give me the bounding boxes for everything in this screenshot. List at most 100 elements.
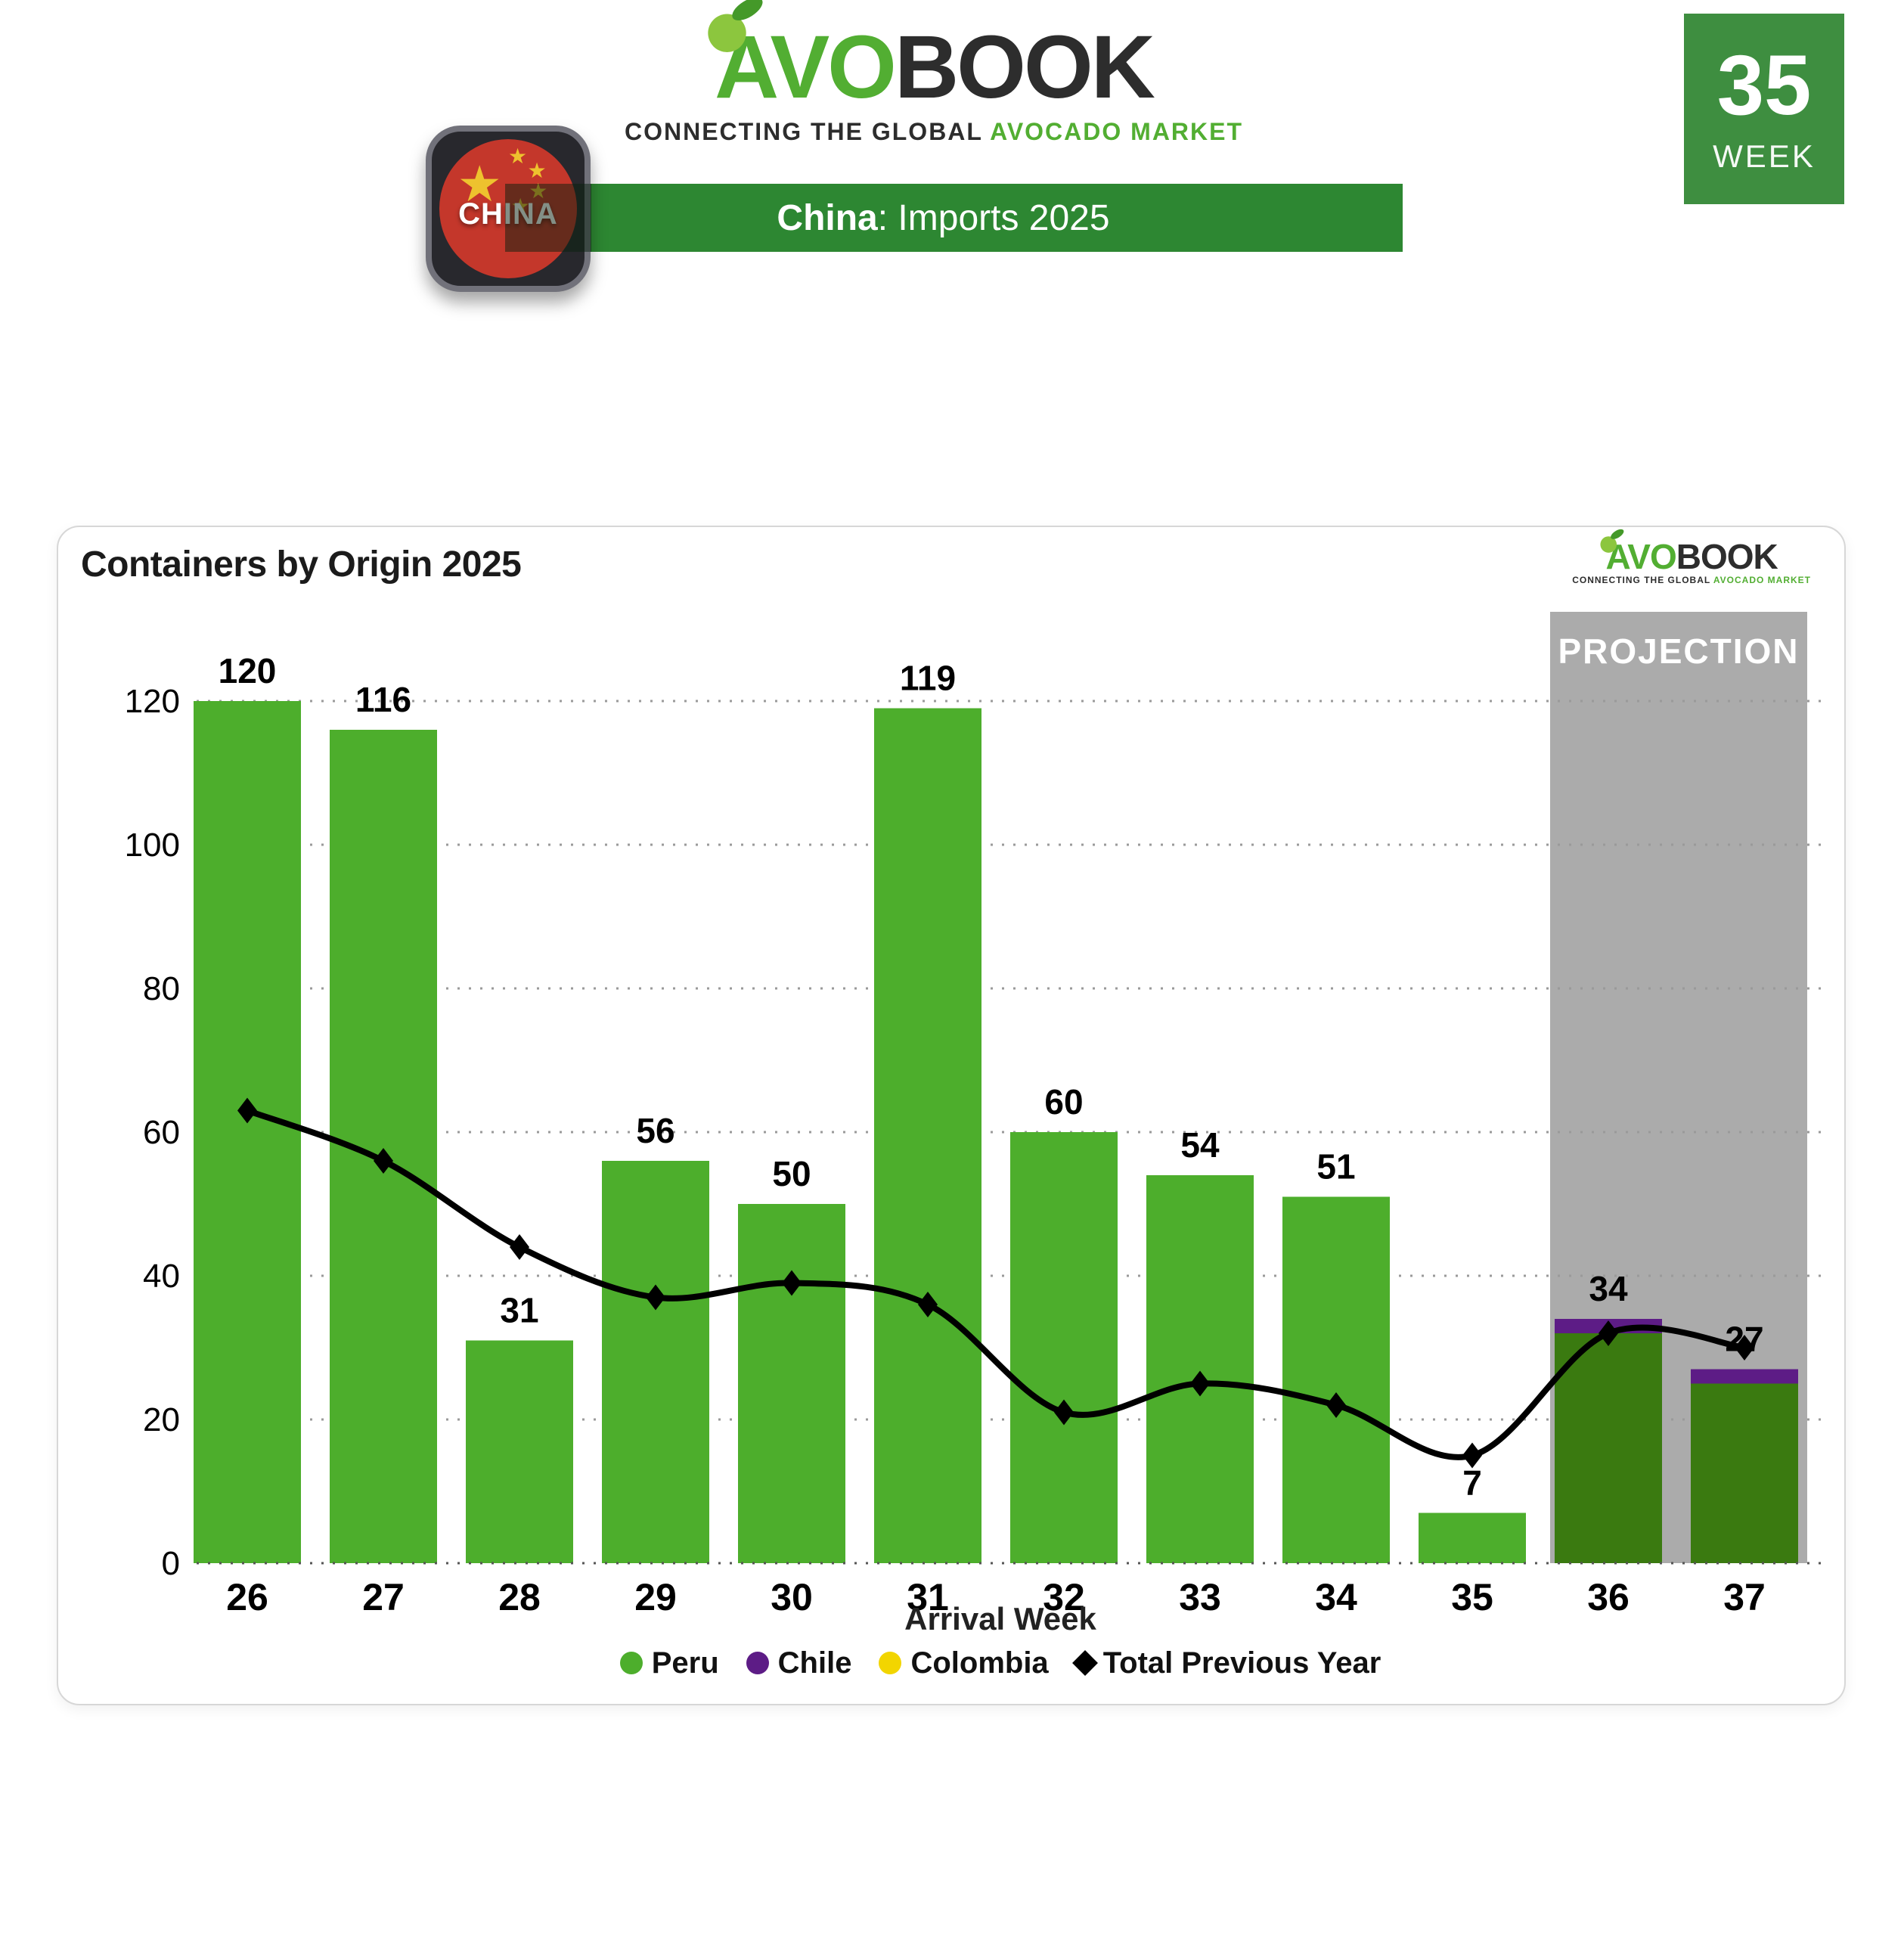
bar-value-label: 51 (1316, 1147, 1355, 1187)
legend-item-peru: Peru (619, 1646, 719, 1680)
y-tick-label: 120 (125, 683, 180, 720)
banner-country: China (777, 197, 878, 238)
avobook-logo: AVOBOOK CONNECTING THE GLOBAL AVOCADO MA… (625, 0, 1243, 146)
projection-label: PROJECTION (1558, 631, 1799, 671)
legend-label: Peru (651, 1646, 719, 1680)
logo-wordmark: AVOBOOK (715, 17, 1155, 117)
line-marker-diamond (237, 1097, 257, 1124)
logo-wordmark: AVOBOOK (1605, 537, 1778, 576)
avobook-logo-mini: AVOBOOK CONNECTING THE GLOBAL AVOCADO MA… (1572, 529, 1811, 585)
peru-bar-segment (874, 708, 981, 1563)
x-tick-label: 33 (1179, 1576, 1221, 1618)
tagline-green: AVOCADO MARKET (990, 118, 1244, 145)
country-title-banner: China: Imports 2025 (484, 184, 1403, 252)
x-tick-label: 32 (1043, 1576, 1085, 1618)
chile-bar-segment (1691, 1369, 1798, 1384)
prev-year-line-group (237, 1097, 1754, 1469)
chart-card: Containers by Origin 2025 AVOBOOK CONNEC… (57, 526, 1846, 1705)
flag-star-icon: ★ (527, 158, 547, 182)
x-tick-label: 30 (771, 1576, 813, 1618)
line-marker-diamond (1326, 1392, 1346, 1418)
bar-value-label: 34 (1589, 1269, 1628, 1308)
legend-item-total-previous-year: Total Previous Year (1071, 1646, 1381, 1680)
chart-title: Containers by Origin 2025 (81, 544, 522, 585)
y-tick-label: 0 (162, 1545, 180, 1582)
legend-item-colombia: Colombia (879, 1646, 1049, 1680)
bar-value-label: 60 (1044, 1082, 1083, 1122)
week-number: 35 (1716, 38, 1812, 132)
x-tick-label: 36 (1587, 1576, 1630, 1618)
logo-book: BOOK (894, 17, 1155, 117)
bar-value-label: 56 (636, 1111, 674, 1150)
bar-value-label: 120 (219, 651, 277, 690)
tagline-dark: CONNECTING THE GLOBAL (1572, 575, 1710, 585)
line-marker-diamond (1462, 1442, 1482, 1469)
peru-bar-segment (738, 1204, 845, 1563)
legend-diamond-swatch (1071, 1650, 1098, 1676)
week-badge: 35 WEEK (1684, 14, 1844, 204)
bar-value-label: 31 (500, 1291, 538, 1330)
line-marker-diamond (510, 1234, 529, 1260)
bar-value-label: 116 (355, 680, 411, 719)
peru-bar-segment (1010, 1132, 1118, 1563)
peru-bar-segment (1282, 1196, 1390, 1563)
avocado-icon (705, 0, 769, 56)
bar-value-label: 119 (900, 659, 956, 698)
line-marker-diamond (374, 1148, 393, 1174)
x-tick-label: 28 (498, 1576, 541, 1618)
line-marker-diamond (918, 1292, 938, 1317)
y-tick-label: 100 (125, 827, 180, 864)
containers-by-origin-chart: PROJECTION 0 20 40 60 80 100 120 120 116 31 56 50 119… (125, 612, 1824, 1618)
peru-bar-segment (602, 1161, 709, 1563)
legend-color-dot (879, 1652, 902, 1674)
y-tick-label: 60 (143, 1114, 180, 1151)
tagline-green: AVOCADO MARKET (1713, 575, 1811, 585)
x-tick-label: 26 (226, 1576, 268, 1618)
logo-tagline: CONNECTING THE GLOBAL AVOCADO MARKET (1572, 575, 1811, 585)
flag-star-icon: ★ (457, 155, 502, 212)
banner-subtitle: : Imports 2025 (877, 197, 1110, 238)
tagline-dark: CONNECTING THE GLOBAL (624, 118, 983, 145)
grid: 0 20 40 60 80 100 120 (125, 683, 1824, 1582)
chart-legend: Peru Chile Colombia Total Previous Year (187, 1645, 1814, 1681)
line-marker-diamond (646, 1284, 665, 1311)
bar-value-label: 54 (1180, 1125, 1220, 1165)
legend-label: Chile (777, 1646, 852, 1680)
legend-color-dot (619, 1652, 643, 1674)
x-tick-label: 27 (362, 1576, 405, 1618)
x-axis-title: Arrival Week (904, 1601, 1096, 1637)
peru-bar-segment (1691, 1383, 1798, 1563)
x-tick-label: 37 (1723, 1576, 1766, 1618)
logo-book: BOOK (1676, 537, 1778, 576)
legend-label: Total Previous Year (1102, 1646, 1381, 1680)
logo-avo: AVO (1605, 537, 1676, 576)
week-label: WEEK (1713, 138, 1816, 174)
x-tick-label: 31 (907, 1576, 949, 1618)
flag-star-icon: ★ (508, 144, 528, 169)
x-tick-label: 34 (1315, 1576, 1357, 1618)
peru-bar-segment (1555, 1333, 1662, 1563)
x-tick-label: 29 (634, 1576, 677, 1618)
peru-bar-segment (1146, 1175, 1254, 1563)
bar-value-label: 7 (1462, 1463, 1482, 1503)
bar-value-label: 50 (772, 1154, 811, 1193)
line-marker-diamond (782, 1270, 802, 1296)
legend-label: Colombia (910, 1646, 1049, 1680)
peru-bar-segment (1419, 1512, 1526, 1563)
line-marker-diamond (1190, 1370, 1210, 1397)
y-tick-label: 40 (143, 1258, 180, 1295)
legend-item-chile: Chile (746, 1646, 852, 1680)
x-tick-label: 35 (1451, 1576, 1493, 1618)
legend-color-dot (746, 1652, 769, 1674)
y-tick-label: 20 (143, 1401, 180, 1438)
line-marker-diamond (1735, 1335, 1754, 1360)
line-marker-diamond (1054, 1399, 1074, 1426)
peru-bar-segment (194, 701, 301, 1563)
logo-tagline: CONNECTING THE GLOBAL AVOCADO MARKET (625, 118, 1243, 146)
bars: 12011631565011960545173427 (194, 651, 1798, 1563)
banner-shadow-overlay (505, 184, 591, 252)
y-tick-label: 80 (143, 970, 180, 1007)
peru-bar-segment (466, 1340, 573, 1563)
x-tick-labels: 26 27 28 29 30 31 32 33 34 35 36 37 (226, 1576, 1766, 1618)
